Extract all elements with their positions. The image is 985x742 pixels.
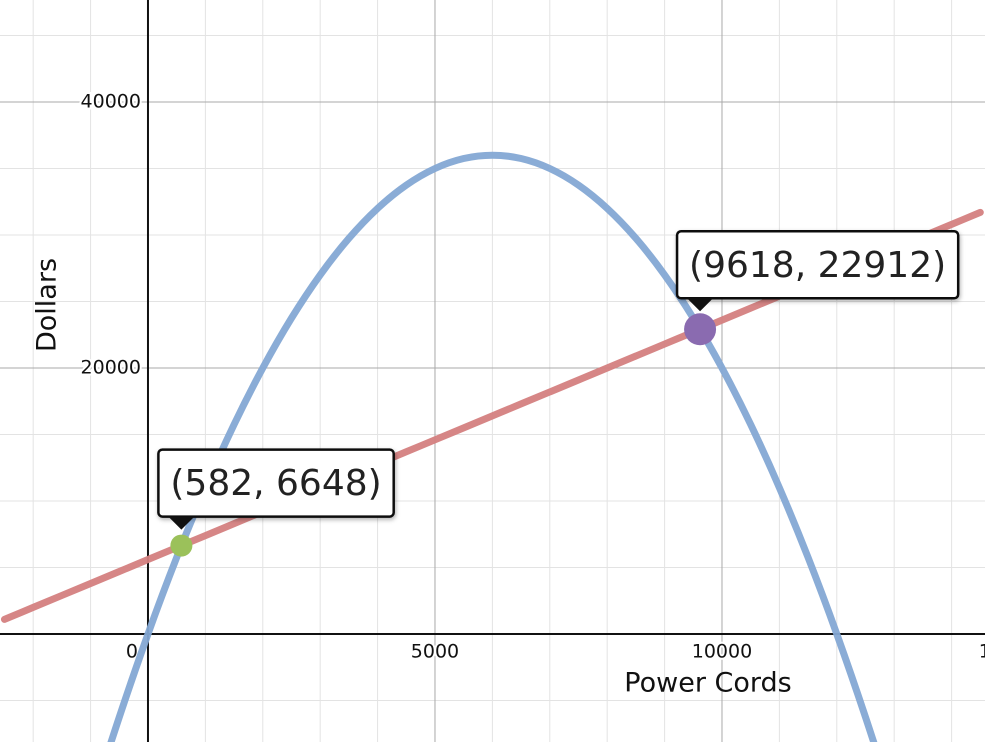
point-label-text: (9618, 22912) bbox=[689, 245, 946, 286]
y-axis-title: Dollars bbox=[32, 258, 63, 352]
x-tick-label: 5000 bbox=[411, 641, 459, 663]
x-axis-title: Power Cords bbox=[624, 668, 791, 699]
y-tick-label: 20000 bbox=[81, 357, 141, 379]
x-tick-label: 10000 bbox=[692, 641, 752, 663]
label-pointer bbox=[687, 298, 714, 312]
label-pointer bbox=[168, 516, 195, 530]
y-tick-label: 40000 bbox=[81, 90, 141, 112]
point-label-text: (582, 6648) bbox=[170, 463, 381, 504]
curve bbox=[107, 151, 878, 742]
intersection-point bbox=[170, 534, 193, 557]
x-tick-label: 15000 bbox=[979, 641, 985, 663]
label-box bbox=[157, 448, 395, 518]
point-label: (9618, 22912) bbox=[675, 230, 960, 312]
label-box bbox=[675, 230, 960, 300]
point-layer: (582, 6648) (9618, 22912) bbox=[157, 230, 960, 557]
intersection-point bbox=[684, 313, 717, 346]
point-label: (582, 6648) bbox=[157, 448, 395, 530]
